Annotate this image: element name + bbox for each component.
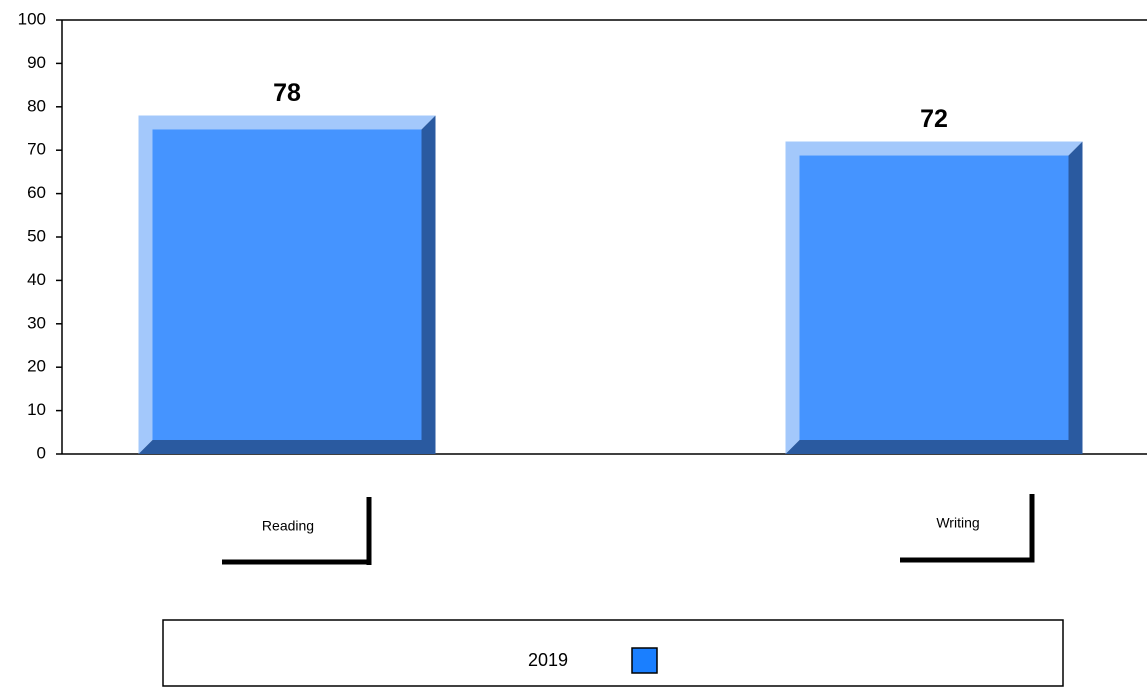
legend-swatch <box>631 647 658 674</box>
bar-face <box>799 155 1069 440</box>
x-label-bracket <box>900 494 1035 563</box>
data-label: 72 <box>920 105 948 133</box>
bar <box>138 115 436 454</box>
x-label-bracket <box>222 497 372 565</box>
y-tick-label: 50 <box>27 226 46 245</box>
y-tick-label: 100 <box>18 9 46 28</box>
y-tick-label: 10 <box>27 400 46 419</box>
y-tick-label: 0 <box>37 443 46 462</box>
y-tick-label: 80 <box>27 96 46 115</box>
bar-face <box>152 129 422 441</box>
data-label: 78 <box>273 79 301 107</box>
x-tick-label: Reading <box>262 518 314 534</box>
legend-box <box>162 619 1064 687</box>
legend-label: 2019 <box>528 650 568 670</box>
y-tick-label: 60 <box>27 183 46 202</box>
y-tick-label: 90 <box>27 53 46 72</box>
y-tick-label: 20 <box>27 357 46 376</box>
y-tick-label: 40 <box>27 270 46 289</box>
x-tick-label: Writing <box>936 515 979 531</box>
y-tick-label: 70 <box>27 140 46 159</box>
bar <box>785 141 1083 454</box>
y-tick-label: 30 <box>27 313 46 332</box>
